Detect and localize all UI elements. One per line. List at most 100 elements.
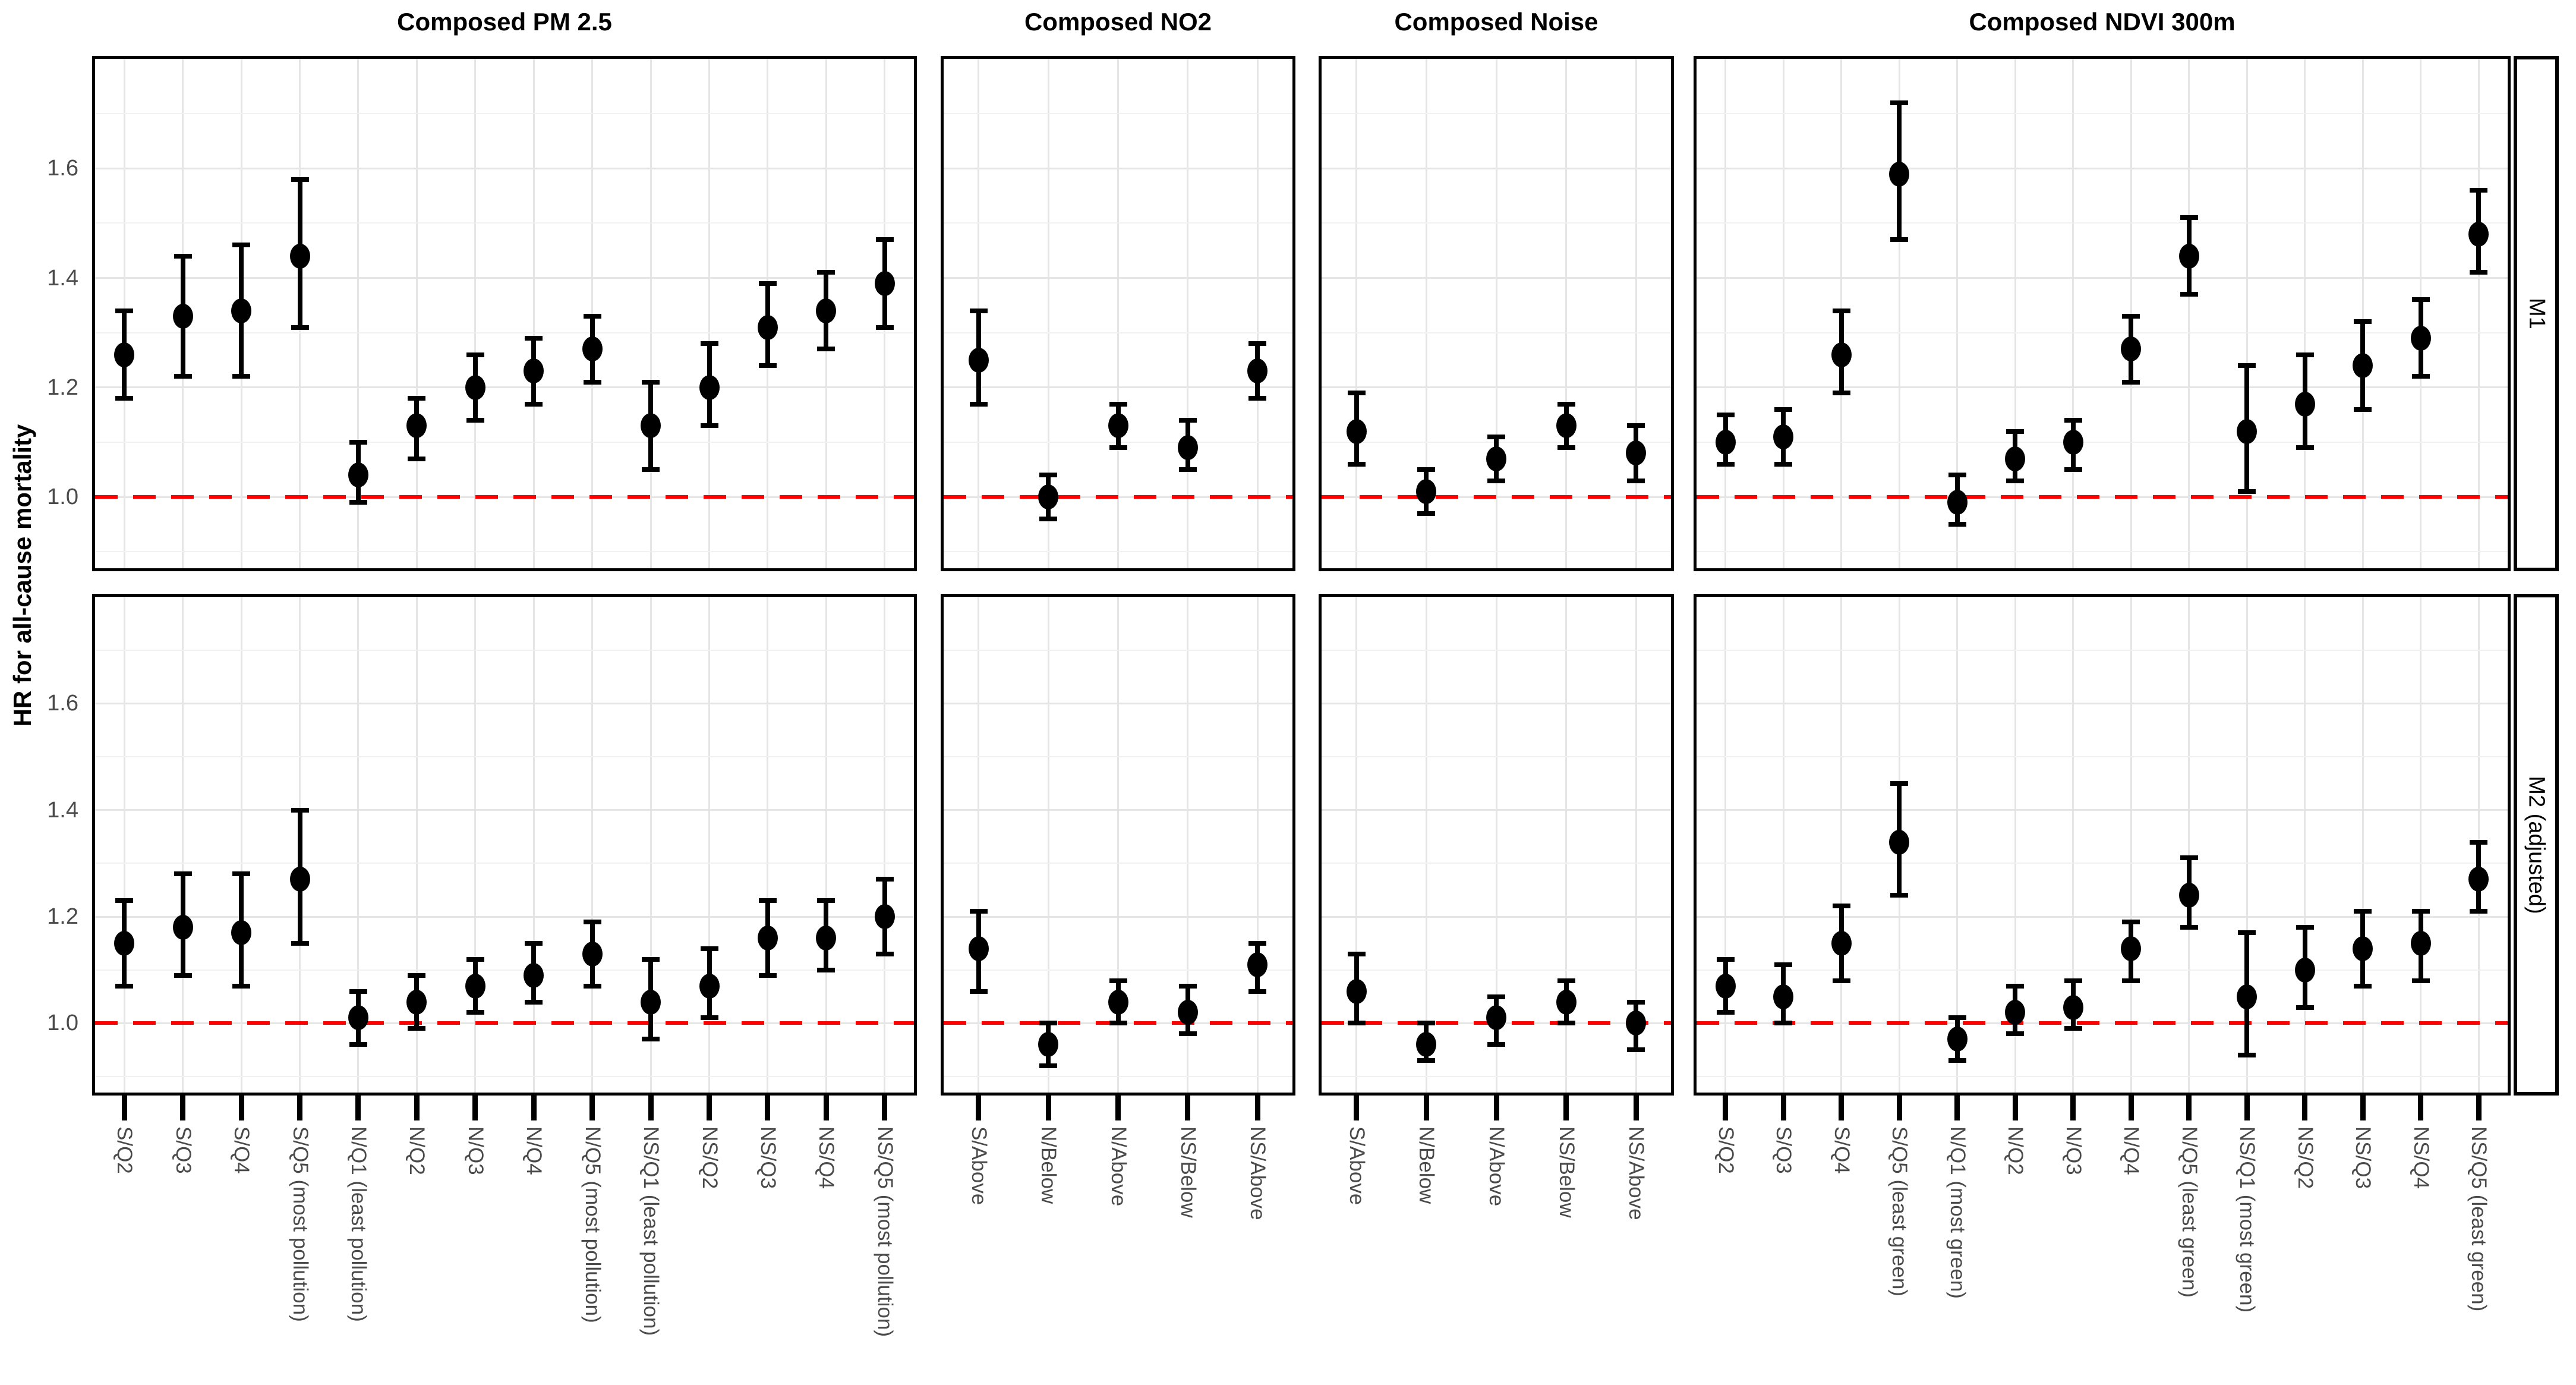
x-axis-tick <box>1896 1096 1902 1120</box>
hr-point <box>2063 430 2083 455</box>
ci-cap-upper <box>1109 978 1127 983</box>
grid-line-minor <box>95 222 914 224</box>
grid-line-major <box>1322 386 1671 389</box>
grid-line-vertical <box>2188 597 2190 1093</box>
x-axis-tick <box>2128 1096 2134 1120</box>
ci-cap-upper <box>1557 401 1575 407</box>
x-axis-label: N/Q5 (most pollution) <box>581 1126 604 1323</box>
ci-cap-lower <box>291 325 309 330</box>
ci-cap-lower <box>2006 1031 2025 1037</box>
x-axis-label: S/Q2 <box>1714 1126 1738 1174</box>
ci-cap-lower <box>525 999 543 1005</box>
grid-line-vertical <box>532 597 535 1093</box>
hr-point <box>231 298 252 323</box>
ci-cap-lower <box>583 379 601 385</box>
x-axis-label: NS/Q1 (least pollution) <box>639 1126 663 1336</box>
hr-point <box>172 304 193 329</box>
x-axis-tick <box>2244 1096 2250 1120</box>
grid-line-minor <box>95 113 914 115</box>
ci-cap-lower <box>2470 909 2488 914</box>
grid-line-vertical <box>1256 597 1259 1093</box>
x-axis-tick <box>882 1096 888 1120</box>
hr-point <box>2294 957 2315 983</box>
x-axis-label: NS/Q4 <box>2409 1126 2433 1189</box>
x-axis-label: N/Above <box>1106 1126 1130 1207</box>
grid-line-vertical <box>1635 597 1637 1093</box>
grid-line-minor <box>1697 222 2508 224</box>
hr-point <box>1556 989 1577 1015</box>
x-axis-tick <box>2476 1096 2482 1120</box>
hr-point <box>1486 446 1506 471</box>
hr-point <box>1715 430 1736 455</box>
x-axis-tick <box>1780 1096 1786 1120</box>
x-axis-label: N/Q5 (least green) <box>2177 1126 2201 1298</box>
grid-line-major <box>1697 702 2508 704</box>
ci-cap-upper <box>875 237 894 243</box>
panel-m2-pm25 <box>92 594 917 1096</box>
hr-point <box>1416 1032 1437 1057</box>
ci-cap-lower <box>2006 478 2025 483</box>
ci-cap-upper <box>1832 308 1850 313</box>
ci-cap-upper <box>1948 1015 1966 1021</box>
grid-line-vertical <box>1047 59 1049 568</box>
hr-point <box>2237 418 2257 444</box>
hr-point <box>699 374 720 400</box>
x-axis-label: N/Q1 (most green) <box>1946 1126 1969 1299</box>
grid-line-minor <box>944 1076 1292 1078</box>
grid-line-vertical <box>2014 59 2016 568</box>
hr-point <box>1416 479 1437 504</box>
x-axis-tick <box>1354 1096 1360 1120</box>
ci-cap-lower <box>115 396 134 401</box>
grid-line-vertical <box>1355 59 1358 568</box>
hr-point <box>2237 984 2257 1009</box>
ci-cap-upper <box>1774 407 1793 412</box>
ci-cap-upper <box>583 920 601 925</box>
panel-m1-noise <box>1319 56 1674 571</box>
grid-line-vertical <box>240 597 242 1093</box>
hr-point <box>1831 930 1852 956</box>
panel-m2-ndvi <box>1694 594 2511 1096</box>
ci-cap-upper <box>1774 962 1793 967</box>
hr-point <box>816 925 837 950</box>
x-axis-tick <box>589 1096 595 1120</box>
grid-line-minor <box>1697 113 2508 115</box>
ci-cap-upper <box>2470 839 2488 845</box>
x-axis-tick <box>1185 1096 1191 1120</box>
hr-point <box>2353 936 2373 961</box>
ci-cap-lower <box>232 374 251 379</box>
facet-strip-m1: M1 <box>2514 56 2559 571</box>
grid-line-vertical <box>708 597 710 1093</box>
x-axis-tick <box>1633 1096 1639 1120</box>
ci-cap-upper <box>2238 363 2256 369</box>
x-axis-tick <box>823 1096 829 1120</box>
ci-cap-upper <box>642 379 660 385</box>
ci-cap-lower <box>1890 237 1909 243</box>
facet-strip-m2: M2 (adjusted) <box>2514 594 2559 1096</box>
x-axis-label: N/Q2 <box>405 1126 429 1175</box>
ci-cap-upper <box>700 946 718 951</box>
ci-cap-upper <box>1417 1021 1436 1026</box>
ci-cap-upper <box>1890 780 1909 786</box>
grid-line-major <box>95 915 914 918</box>
grid-line-minor <box>1322 649 1671 651</box>
ci-cap-lower <box>2470 270 2488 275</box>
facet-title-pm25: Composed PM 2.5 <box>397 8 612 36</box>
x-axis-tick <box>238 1096 244 1120</box>
hr-point <box>2410 325 2431 351</box>
facet-strip-m2-label: M2 (adjusted) <box>2524 775 2549 914</box>
hr-point <box>524 358 544 384</box>
grid-line-vertical <box>767 597 769 1093</box>
ci-cap-lower <box>525 401 543 407</box>
ci-cap-upper <box>1417 467 1436 473</box>
ci-cap-lower <box>466 1010 484 1015</box>
grid-line-major <box>1697 277 2508 279</box>
ci-cap-lower <box>1627 478 1645 483</box>
grid-line-vertical <box>2477 59 2480 568</box>
x-axis-tick <box>1839 1096 1844 1120</box>
x-axis-label: S/Above <box>1345 1126 1369 1205</box>
ci-cap-upper <box>1948 473 1966 478</box>
y-axis-label: 1.0 <box>47 1011 78 1036</box>
hr-point <box>465 973 485 999</box>
hr-point <box>1177 1000 1198 1025</box>
ci-cap-lower <box>1948 1058 1966 1063</box>
